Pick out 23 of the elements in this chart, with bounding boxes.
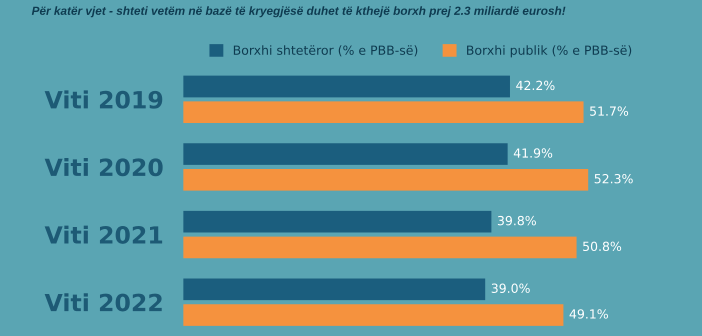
y-tick-label: Viti 2020: [44, 158, 163, 176]
bar: [183, 143, 508, 165]
bar: [183, 210, 492, 233]
data-label: 39.0%: [492, 284, 530, 293]
y-tick-label: Viti 2022: [44, 293, 162, 312]
bar: [183, 168, 588, 191]
bar: [183, 76, 510, 98]
y-tick-label: Viti 2021: [44, 226, 162, 244]
data-label: 39.8%: [498, 216, 536, 226]
chart-title: Për katër vjet - shteti vetëm në bazë të kryegjësë duhet të kthejë borxh prej 2.3 miliardë eurosh!: [32, 6, 566, 18]
bar: [183, 304, 564, 326]
data-label: 42.2%: [516, 80, 555, 90]
data-label: 50.8%: [583, 242, 622, 252]
bar: [183, 278, 486, 300]
data-label: 41.9%: [514, 148, 552, 158]
legend-label: Borxhi publik (% e PBB-së): [467, 45, 632, 58]
y-tick-label: Viti 2019: [44, 90, 162, 109]
bar: [183, 236, 577, 258]
data-label: 52.3%: [594, 174, 633, 184]
legend-label: Borxhi shtetëror (% e PBB-së): [234, 45, 418, 56]
data-label: 51.7%: [590, 106, 628, 116]
bar: [183, 101, 584, 124]
data-label: 49.1%: [570, 309, 608, 319]
